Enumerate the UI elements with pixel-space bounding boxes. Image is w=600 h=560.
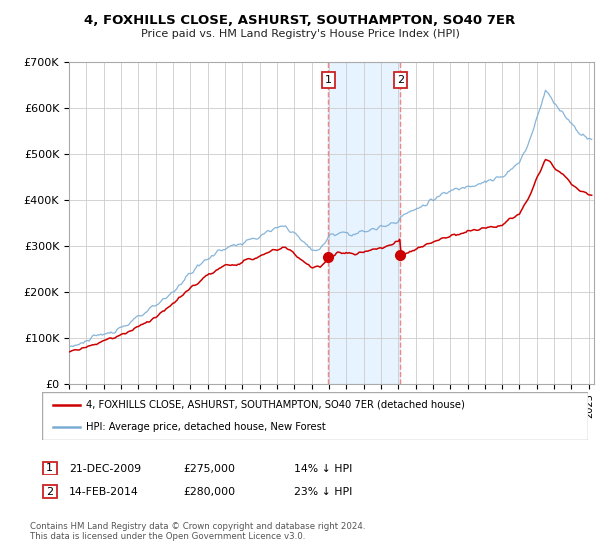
Text: Contains HM Land Registry data © Crown copyright and database right 2024.
This d: Contains HM Land Registry data © Crown c…: [30, 522, 365, 542]
Text: 23% ↓ HPI: 23% ↓ HPI: [294, 487, 352, 497]
Text: 2: 2: [46, 487, 53, 497]
Text: HPI: Average price, detached house, New Forest: HPI: Average price, detached house, New …: [86, 422, 325, 432]
Text: £280,000: £280,000: [183, 487, 235, 497]
Text: 4, FOXHILLS CLOSE, ASHURST, SOUTHAMPTON, SO40 7ER: 4, FOXHILLS CLOSE, ASHURST, SOUTHAMPTON,…: [85, 14, 515, 27]
Bar: [328, 62, 400, 384]
Text: 1: 1: [46, 463, 53, 473]
Text: 1: 1: [325, 75, 332, 85]
Text: £275,000: £275,000: [183, 464, 235, 474]
Text: 4, FOXHILLS CLOSE, ASHURST, SOUTHAMPTON, SO40 7ER (detached house): 4, FOXHILLS CLOSE, ASHURST, SOUTHAMPTON,…: [86, 400, 464, 410]
Text: 14% ↓ HPI: 14% ↓ HPI: [294, 464, 352, 474]
Text: 2: 2: [397, 75, 404, 85]
Text: Price paid vs. HM Land Registry's House Price Index (HPI): Price paid vs. HM Land Registry's House …: [140, 29, 460, 39]
Text: 21-DEC-2009: 21-DEC-2009: [69, 464, 141, 474]
Text: 14-FEB-2014: 14-FEB-2014: [69, 487, 139, 497]
